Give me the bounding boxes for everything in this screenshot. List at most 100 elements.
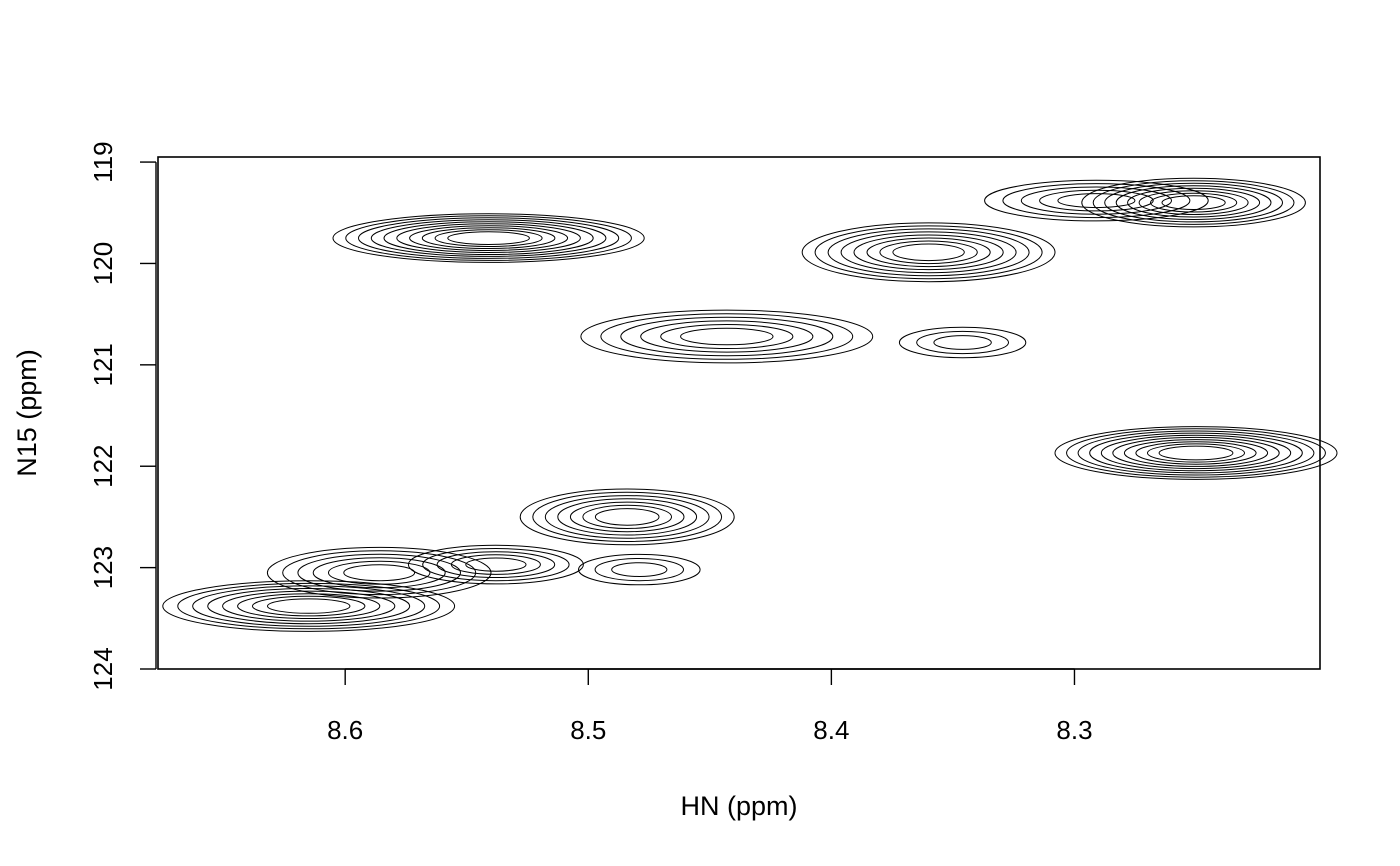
peak-3	[801, 222, 1056, 283]
contour-level	[933, 335, 992, 350]
contour-level	[600, 313, 854, 360]
x-axis-title: HN (ppm)	[680, 791, 797, 821]
contour-level	[814, 225, 1043, 280]
contour-level	[892, 243, 965, 262]
contour-level	[345, 215, 632, 261]
x-tick-label: 8.3	[1056, 715, 1092, 745]
contour-level	[358, 217, 620, 259]
y-tick-label: 124	[88, 647, 118, 690]
contour-level	[620, 316, 834, 357]
contour-level	[532, 491, 723, 543]
contour-level	[252, 595, 366, 617]
contour-level	[465, 557, 527, 572]
contour-level	[680, 327, 774, 346]
contour-level	[582, 504, 673, 530]
contour-level	[801, 222, 1056, 283]
contour-level	[1100, 434, 1292, 472]
contour-level	[237, 593, 381, 619]
y-tick-label: 121	[88, 343, 118, 386]
contour-level	[383, 221, 594, 256]
contour-level	[557, 498, 698, 536]
contour-layer	[162, 177, 1338, 632]
contour-level	[578, 553, 701, 586]
y-axis: 119 120 121 122 123 124	[88, 141, 157, 691]
contour-level	[177, 582, 441, 630]
contour-level	[266, 546, 492, 599]
contour-level	[343, 564, 416, 582]
contour-level	[544, 495, 710, 539]
contour-level	[434, 229, 543, 248]
x-tick-label: 8.6	[327, 715, 363, 745]
peak-11	[266, 546, 492, 599]
contour-level	[866, 237, 991, 268]
contour-level	[1127, 187, 1261, 218]
contour-level	[267, 598, 351, 614]
peak-12	[407, 544, 584, 585]
contour-level	[984, 179, 1209, 222]
contour-level	[898, 326, 1027, 359]
y-axis-title: N15 (ppm)	[12, 349, 42, 477]
peak-4	[898, 326, 1027, 359]
contour-level	[407, 544, 584, 585]
contour-level	[879, 240, 978, 265]
contour-level	[640, 320, 814, 353]
contour-level	[580, 309, 874, 364]
contour-level	[422, 548, 570, 582]
contour-level	[332, 213, 645, 263]
contour-level	[853, 234, 1004, 271]
contour-level	[1112, 436, 1280, 470]
contour-level	[916, 330, 1009, 355]
peak-6	[1081, 177, 1306, 228]
contour-level	[328, 560, 431, 585]
contour-level	[840, 231, 1017, 274]
contour-level	[827, 228, 1030, 277]
peak-2	[580, 309, 874, 364]
contour-level	[396, 223, 581, 254]
x-tick-label: 8.4	[813, 715, 849, 745]
x-tick-label: 8.5	[570, 715, 606, 745]
peak-8	[519, 488, 735, 546]
contour-level	[1002, 183, 1191, 219]
contour-level	[1115, 185, 1272, 221]
contour-level	[421, 227, 556, 250]
contour-level	[409, 225, 569, 252]
peak-5	[984, 179, 1209, 222]
contour-level	[370, 219, 607, 257]
y-tick-label: 120	[88, 242, 118, 285]
contour-level	[207, 588, 411, 625]
contour-level	[1020, 186, 1173, 215]
contour-level	[312, 557, 446, 589]
peak-7	[1054, 426, 1338, 480]
contour-level	[594, 508, 660, 526]
contour-level	[447, 231, 530, 246]
contour-level	[1158, 445, 1234, 461]
contour-level	[1138, 190, 1249, 216]
contour-level	[1089, 432, 1303, 474]
contour-level	[1066, 428, 1326, 478]
contour-level	[1150, 192, 1238, 213]
x-axis: 8.6 8.5 8.4 8.3	[327, 668, 1093, 745]
peak-1	[332, 213, 645, 263]
contour-level	[1147, 443, 1245, 463]
contour-level	[450, 554, 541, 575]
contour-level	[162, 580, 456, 632]
contour-level	[222, 590, 396, 622]
contour-level	[1081, 177, 1306, 228]
peak-9	[578, 553, 701, 586]
contour-level	[1123, 439, 1269, 467]
contour-level	[282, 550, 477, 596]
contour-level	[660, 324, 794, 349]
contour-level	[1092, 180, 1295, 225]
contour-level	[569, 501, 685, 533]
y-tick-label: 122	[88, 445, 118, 488]
contour-level	[1135, 441, 1257, 465]
peak-10	[162, 580, 456, 632]
contour-level	[1057, 193, 1136, 209]
contour-level	[1104, 182, 1283, 223]
contour-level	[1161, 195, 1226, 211]
contour-level	[1077, 430, 1315, 476]
contour-level	[1054, 426, 1338, 480]
y-tick-label: 119	[88, 141, 118, 182]
